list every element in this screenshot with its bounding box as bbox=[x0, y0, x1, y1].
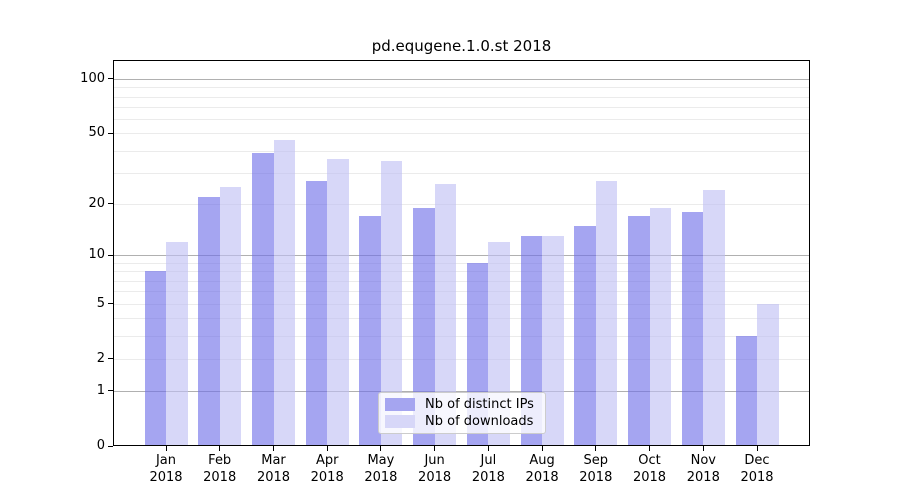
gridline-minor-20 bbox=[113, 203, 810, 205]
x-tick-label-jun: Jun 2018 bbox=[418, 453, 452, 485]
y-tick-20 bbox=[108, 203, 113, 205]
x-tick-sep bbox=[595, 446, 597, 451]
gridline-minor-40 bbox=[113, 150, 810, 152]
legend-label-distinct-ips: Nb of distinct IPs bbox=[425, 396, 534, 412]
bar-distinct-ips-may bbox=[359, 216, 381, 446]
y-tick-label-10: 10 bbox=[88, 247, 105, 263]
gridline-minor-80 bbox=[113, 96, 810, 98]
gridline-minor-2 bbox=[113, 358, 810, 360]
y-tick-label-20: 20 bbox=[88, 195, 105, 211]
gridline-major-10 bbox=[113, 255, 810, 257]
x-tick-label-dec: Dec 2018 bbox=[740, 453, 774, 485]
x-tick-label-sep: Sep 2018 bbox=[579, 453, 613, 485]
x-tick-label-jan: Jan 2018 bbox=[149, 453, 183, 485]
x-tick-apr bbox=[326, 446, 328, 451]
y-tick-label-2: 2 bbox=[96, 350, 105, 366]
gridline-minor-60 bbox=[113, 119, 810, 120]
gridline-minor-70 bbox=[113, 107, 810, 108]
legend-item-distinct-ips: Nb of distinct IPs bbox=[385, 396, 539, 412]
gridline-minor-5 bbox=[113, 303, 810, 305]
bar-downloads-oct bbox=[649, 207, 671, 446]
x-tick-jul bbox=[487, 446, 489, 451]
bar-downloads-sep bbox=[595, 181, 618, 446]
gridline-minor-50 bbox=[113, 133, 810, 135]
x-tick-label-oct: Oct 2018 bbox=[632, 453, 667, 485]
x-tick-may bbox=[380, 446, 382, 451]
bar-distinct-ips-feb bbox=[198, 196, 220, 446]
bar-downloads-may bbox=[380, 161, 403, 446]
x-tick-label-aug: Aug 2018 bbox=[525, 453, 559, 485]
y-tick-label-50: 50 bbox=[88, 125, 105, 141]
bar-distinct-ips-apr bbox=[305, 181, 328, 446]
bar-downloads-aug bbox=[542, 236, 564, 446]
gridline-minor-7 bbox=[113, 280, 810, 282]
bar-distinct-ips-nov bbox=[681, 211, 704, 446]
x-tick-jan bbox=[165, 446, 167, 451]
y-tick-50 bbox=[108, 132, 113, 134]
bar-downloads-feb bbox=[219, 186, 242, 446]
x-tick-label-may: May 2018 bbox=[364, 453, 398, 485]
x-tick-dec bbox=[756, 446, 758, 451]
legend-item-downloads: Nb of downloads bbox=[385, 414, 539, 430]
bar-downloads-jun bbox=[434, 183, 457, 446]
bar-downloads-apr bbox=[327, 158, 349, 446]
y-tick-10 bbox=[108, 254, 113, 256]
x-tick-label-mar: Mar 2018 bbox=[256, 453, 291, 485]
gridline-major-1 bbox=[113, 390, 810, 392]
y-tick-label-100: 100 bbox=[80, 70, 105, 86]
bar-downloads-dec bbox=[757, 303, 779, 446]
gridline-minor-90 bbox=[113, 87, 810, 89]
x-tick-mar bbox=[273, 446, 274, 451]
y-tick-label-1: 1 bbox=[96, 382, 105, 398]
gridline-minor-4 bbox=[113, 318, 810, 319]
y-tick-2 bbox=[108, 358, 113, 360]
gridline-minor-6 bbox=[113, 291, 810, 293]
x-tick-label-feb: Feb 2018 bbox=[203, 453, 237, 485]
y-tick-5 bbox=[108, 303, 113, 304]
chart-title: pd.equgene.1.0.st 2018 bbox=[371, 37, 552, 55]
x-tick-jun bbox=[434, 446, 436, 451]
gridline-minor-8 bbox=[113, 271, 810, 273]
legend-label-downloads: Nb of downloads bbox=[425, 414, 534, 430]
gridline-major-100 bbox=[113, 78, 810, 80]
y-tick-label-5: 5 bbox=[96, 295, 105, 311]
y-tick-100 bbox=[108, 78, 113, 80]
bar-distinct-ips-dec bbox=[735, 335, 757, 446]
x-tick-label-apr: Apr 2018 bbox=[310, 453, 344, 485]
x-tick-oct bbox=[649, 446, 650, 451]
y-tick-1 bbox=[108, 390, 113, 392]
bar-downloads-jan bbox=[166, 242, 188, 446]
gridline-minor-3 bbox=[113, 335, 810, 337]
y-tick-0 bbox=[108, 445, 113, 447]
x-tick-label-jul: Jul 2018 bbox=[471, 453, 505, 485]
bar-distinct-ips-jun bbox=[413, 207, 435, 446]
legend-swatch-distinct-ips bbox=[385, 397, 415, 411]
y-tick-label-0: 0 bbox=[96, 438, 105, 453]
x-tick-nov bbox=[702, 446, 704, 451]
plot-area bbox=[113, 60, 810, 446]
legend: Nb of distinct IPs Nb of downloads bbox=[378, 392, 546, 434]
bar-distinct-ips-mar bbox=[252, 152, 274, 446]
gridline-minor-9 bbox=[113, 262, 810, 264]
bar-distinct-ips-sep bbox=[574, 225, 596, 446]
x-tick-label-nov: Nov 2018 bbox=[686, 453, 720, 485]
bar-downloads-nov bbox=[703, 190, 725, 446]
bar-distinct-ips-oct bbox=[628, 216, 650, 446]
bar-downloads-mar bbox=[273, 139, 295, 446]
bar-distinct-ips-jan bbox=[144, 271, 166, 446]
x-tick-aug bbox=[541, 446, 543, 451]
legend-swatch-downloads bbox=[385, 415, 415, 429]
x-tick-feb bbox=[219, 446, 221, 451]
gridline-minor-30 bbox=[113, 172, 810, 174]
